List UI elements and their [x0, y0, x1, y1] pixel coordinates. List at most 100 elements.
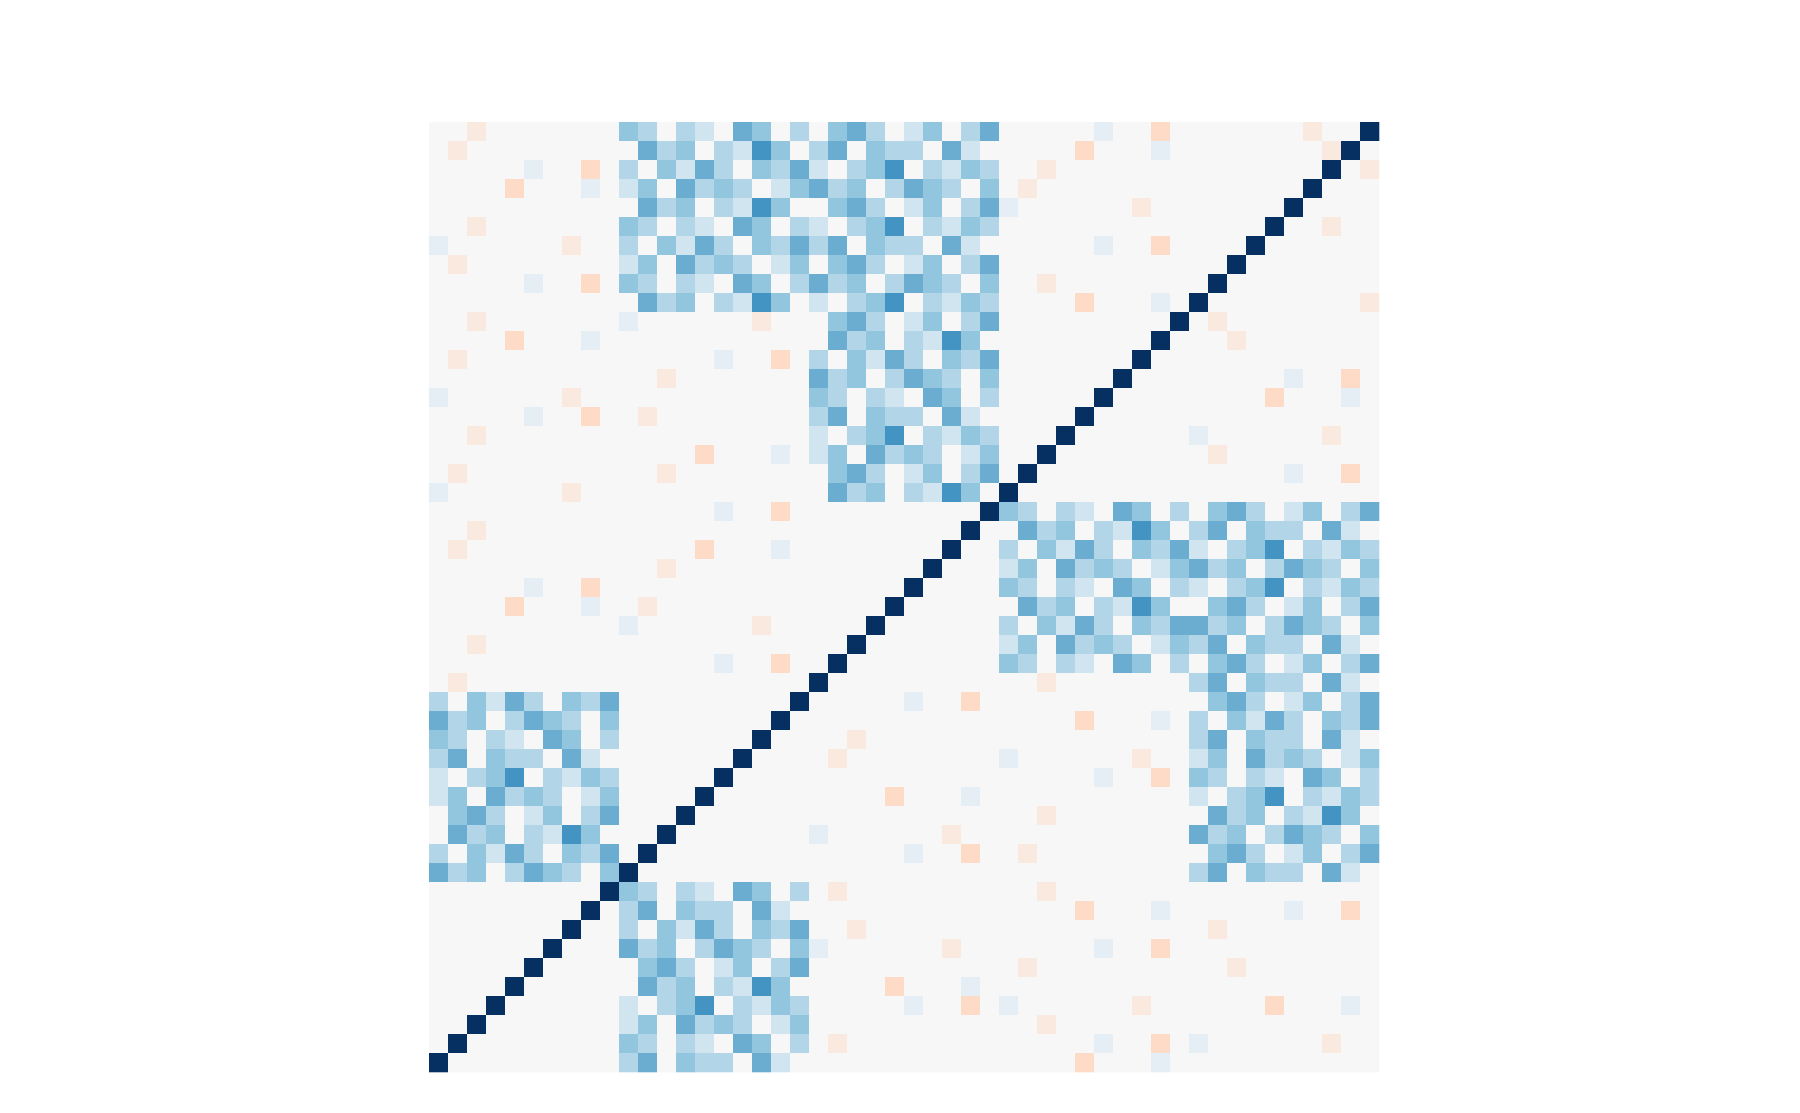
heatmap-cell: [1341, 198, 1361, 218]
heatmap-cell: [923, 198, 943, 218]
heatmap-cell: [714, 578, 734, 598]
heatmap-cell: [1246, 863, 1266, 883]
heatmap-cell: [1056, 1053, 1076, 1073]
heatmap-cell: [619, 787, 639, 807]
heatmap-cell: [429, 217, 449, 237]
heatmap-cell: [1056, 293, 1076, 313]
heatmap-cell: [1303, 654, 1323, 674]
heatmap-cell: [619, 597, 639, 617]
heatmap-cell: [771, 635, 791, 655]
heatmap-cell: [847, 825, 867, 845]
heatmap-cell: [1056, 768, 1076, 788]
heatmap-cell: [714, 521, 734, 541]
heatmap-cell: [771, 388, 791, 408]
heatmap-cell: [714, 426, 734, 446]
heatmap-cell: [1265, 996, 1285, 1016]
heatmap-cell: [847, 958, 867, 978]
heatmap-cell: [1151, 825, 1171, 845]
heatmap-cell: [695, 616, 715, 636]
heatmap-cell: [505, 1015, 525, 1035]
heatmap-cell: [1265, 502, 1285, 522]
heatmap-cell: [562, 540, 582, 560]
heatmap-cell: [1018, 293, 1038, 313]
heatmap-cell: [543, 1053, 563, 1073]
heatmap-cell: [524, 806, 544, 826]
heatmap-cell: [505, 787, 525, 807]
heatmap-cell: [942, 445, 962, 465]
heatmap-cell: [1037, 996, 1057, 1016]
heatmap-cell: [467, 502, 487, 522]
heatmap-cell: [1265, 692, 1285, 712]
heatmap-cell: [1075, 274, 1095, 294]
heatmap-cell: [1303, 806, 1323, 826]
heatmap-cell: [885, 502, 905, 522]
heatmap-cell: [1037, 1053, 1057, 1073]
heatmap-cell: [676, 863, 696, 883]
heatmap-cell: [790, 255, 810, 275]
heatmap-cell: [904, 711, 924, 731]
heatmap-cell: [923, 654, 943, 674]
heatmap-cell: [1113, 483, 1133, 503]
heatmap-cell: [1303, 958, 1323, 978]
heatmap-cell: [809, 445, 829, 465]
heatmap-cell: [980, 369, 1000, 389]
heatmap-cell: [809, 863, 829, 883]
heatmap-cell: [676, 673, 696, 693]
heatmap-cell: [771, 141, 791, 161]
heatmap-cell: [904, 825, 924, 845]
heatmap-cell: [1322, 882, 1342, 902]
heatmap-cell: [1284, 407, 1304, 427]
heatmap-cell: [961, 1034, 981, 1054]
heatmap-cell: [562, 730, 582, 750]
heatmap-cell: [1075, 711, 1095, 731]
heatmap-cell: [885, 274, 905, 294]
heatmap-cell: [1151, 521, 1171, 541]
heatmap-cell: [752, 331, 772, 351]
heatmap-cell: [486, 331, 506, 351]
heatmap-cell: [543, 388, 563, 408]
heatmap-cell: [1075, 749, 1095, 769]
heatmap-cell: [1360, 768, 1380, 788]
heatmap-cell: [524, 616, 544, 636]
heatmap-cell: [1056, 749, 1076, 769]
heatmap-cell: [961, 521, 981, 541]
heatmap-cell: [1322, 559, 1342, 579]
heatmap-cell: [1303, 198, 1323, 218]
heatmap-cell: [1208, 274, 1228, 294]
heatmap-cell: [657, 844, 677, 864]
heatmap-cell: [429, 160, 449, 180]
heatmap-cell: [942, 331, 962, 351]
heatmap-cell: [524, 255, 544, 275]
heatmap-cell: [600, 445, 620, 465]
heatmap-cell: [676, 825, 696, 845]
heatmap-cell: [733, 521, 753, 541]
heatmap-cell: [448, 388, 468, 408]
heatmap-cell: [1265, 217, 1285, 237]
heatmap-cell: [752, 996, 772, 1016]
heatmap-cell: [999, 730, 1019, 750]
heatmap-cell: [676, 331, 696, 351]
heatmap-cell: [866, 749, 886, 769]
heatmap-cell: [1094, 559, 1114, 579]
heatmap-cell: [505, 597, 525, 617]
heatmap-cell: [1227, 730, 1247, 750]
heatmap-cell: [1246, 521, 1266, 541]
heatmap-cell: [1075, 1053, 1095, 1073]
heatmap-cell: [1322, 521, 1342, 541]
heatmap-cell: [657, 350, 677, 370]
heatmap-cell: [486, 1053, 506, 1073]
heatmap-cell: [1189, 616, 1209, 636]
heatmap-cell: [771, 768, 791, 788]
heatmap-cell: [1284, 1015, 1304, 1035]
heatmap-cell: [1018, 787, 1038, 807]
heatmap-cell: [486, 293, 506, 313]
heatmap-cell: [733, 939, 753, 959]
heatmap-cell: [1227, 768, 1247, 788]
heatmap-cell: [714, 369, 734, 389]
heatmap-cell: [790, 1053, 810, 1073]
heatmap-cell: [1341, 711, 1361, 731]
heatmap-cell: [1208, 1053, 1228, 1073]
heatmap-cell: [752, 521, 772, 541]
heatmap-cell: [1265, 407, 1285, 427]
heatmap-cell: [752, 1015, 772, 1035]
